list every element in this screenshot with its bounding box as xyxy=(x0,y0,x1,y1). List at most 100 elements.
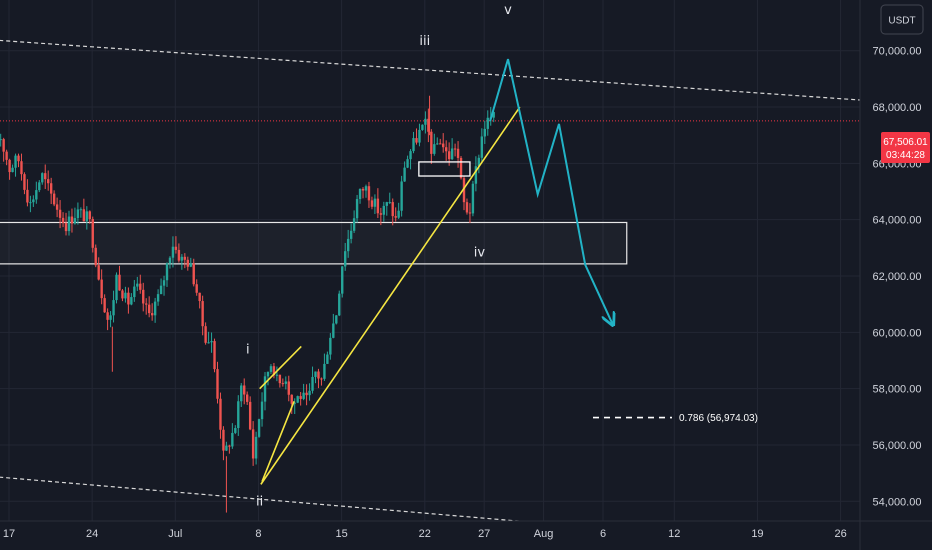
candle-body xyxy=(2,139,5,152)
trend-line[interactable] xyxy=(260,106,521,485)
x-tick-label: 19 xyxy=(751,528,763,540)
wave-label-iii: iii xyxy=(419,34,430,49)
support-zone-box[interactable] xyxy=(0,221,628,265)
candle-body xyxy=(465,202,469,213)
candle-body xyxy=(269,366,273,372)
wave-label-ii: ii xyxy=(256,495,263,510)
candle-body xyxy=(474,166,478,184)
candle-body xyxy=(263,376,267,402)
candle-body xyxy=(344,251,347,267)
candle-body xyxy=(91,219,94,248)
candle-body xyxy=(14,155,17,168)
y-tick-label: 68,000.00 xyxy=(873,102,922,114)
currency-button[interactable]: USDT xyxy=(880,4,924,35)
y-tick-label: 62,000.00 xyxy=(873,271,922,283)
candle-body xyxy=(52,193,56,205)
candle-body xyxy=(136,283,139,287)
candle-body xyxy=(121,290,124,299)
candle-body xyxy=(305,392,308,396)
candle-body xyxy=(433,144,436,154)
candle-body xyxy=(400,181,403,211)
candle-body xyxy=(436,143,439,145)
trend-line[interactable] xyxy=(259,345,302,390)
consolidation-box[interactable] xyxy=(418,161,471,177)
x-tick-label: 15 xyxy=(336,528,348,540)
candle-body xyxy=(424,118,427,125)
candle-body xyxy=(26,189,29,203)
candle-body xyxy=(272,366,276,376)
x-tick-label: 8 xyxy=(255,528,261,540)
candle-body xyxy=(192,263,195,285)
x-tick-label: Aug xyxy=(534,528,554,540)
candle-body xyxy=(189,263,192,267)
candle-body xyxy=(213,341,216,370)
candle-body xyxy=(240,385,243,402)
candle-body xyxy=(210,341,213,343)
candle-body xyxy=(287,381,290,395)
candle-body xyxy=(477,157,481,167)
candle-body xyxy=(385,202,388,206)
candle-body xyxy=(439,143,442,145)
fib-level-label: 0.786 (56,974.03) xyxy=(679,413,758,424)
candle-body xyxy=(222,429,225,451)
candle-body xyxy=(335,315,338,324)
candle-body xyxy=(391,202,394,217)
candle-body xyxy=(168,257,172,264)
candle-body xyxy=(418,129,421,143)
candle-body xyxy=(171,246,175,258)
y-tick-label: 64,000.00 xyxy=(873,215,922,227)
candle-body xyxy=(11,167,14,173)
wave-label-v: v xyxy=(504,3,512,18)
candle-body xyxy=(162,280,166,286)
candle-body xyxy=(177,249,181,261)
candle-body xyxy=(260,401,264,420)
channel-upper-line[interactable] xyxy=(0,39,900,102)
candle-body xyxy=(103,298,106,313)
candle-body xyxy=(412,138,415,152)
candle-body xyxy=(180,256,184,261)
candle-body xyxy=(415,138,418,143)
y-tick-label: 60,000.00 xyxy=(873,327,922,339)
candle-body xyxy=(61,217,65,223)
candle-body xyxy=(326,354,329,364)
candle-body xyxy=(394,216,397,218)
candle-body xyxy=(201,301,204,327)
candle-body xyxy=(311,376,314,391)
current-price-badge: 67,506.01 03:44:28 xyxy=(881,132,930,163)
candle-body xyxy=(430,131,433,154)
candle-body xyxy=(492,112,495,118)
candle-body xyxy=(142,289,145,304)
currency-button-box[interactable] xyxy=(880,4,924,35)
candle-body xyxy=(198,292,201,302)
candle-body xyxy=(480,136,484,158)
candle-body xyxy=(346,238,350,252)
trend-line[interactable] xyxy=(261,401,295,482)
candle-body xyxy=(338,293,341,316)
candle-body xyxy=(118,274,121,291)
candle-body xyxy=(49,183,53,194)
projection-path[interactable] xyxy=(489,58,612,324)
candle-body xyxy=(23,174,26,190)
candle-body xyxy=(278,374,282,384)
candle-body xyxy=(195,284,198,293)
candle-body xyxy=(323,363,326,379)
time-axis[interactable]: 17 24 Jul 8 15 22 27 Aug 6 12 19 26 xyxy=(3,528,847,540)
candle-body xyxy=(290,394,293,404)
candle-body xyxy=(76,209,80,219)
candle-body xyxy=(234,428,237,433)
candle-body xyxy=(450,148,454,160)
candle-body xyxy=(100,279,103,299)
candle-body xyxy=(364,186,368,191)
candle-body xyxy=(388,202,391,204)
candle-body xyxy=(317,371,320,379)
candle-body xyxy=(73,218,77,224)
candle-body xyxy=(352,218,356,231)
candle-body xyxy=(299,396,302,399)
candle-body xyxy=(358,188,362,200)
candle-body xyxy=(115,274,118,301)
candle-body xyxy=(112,300,115,316)
candle-body xyxy=(468,212,472,214)
candle-body xyxy=(243,385,246,395)
